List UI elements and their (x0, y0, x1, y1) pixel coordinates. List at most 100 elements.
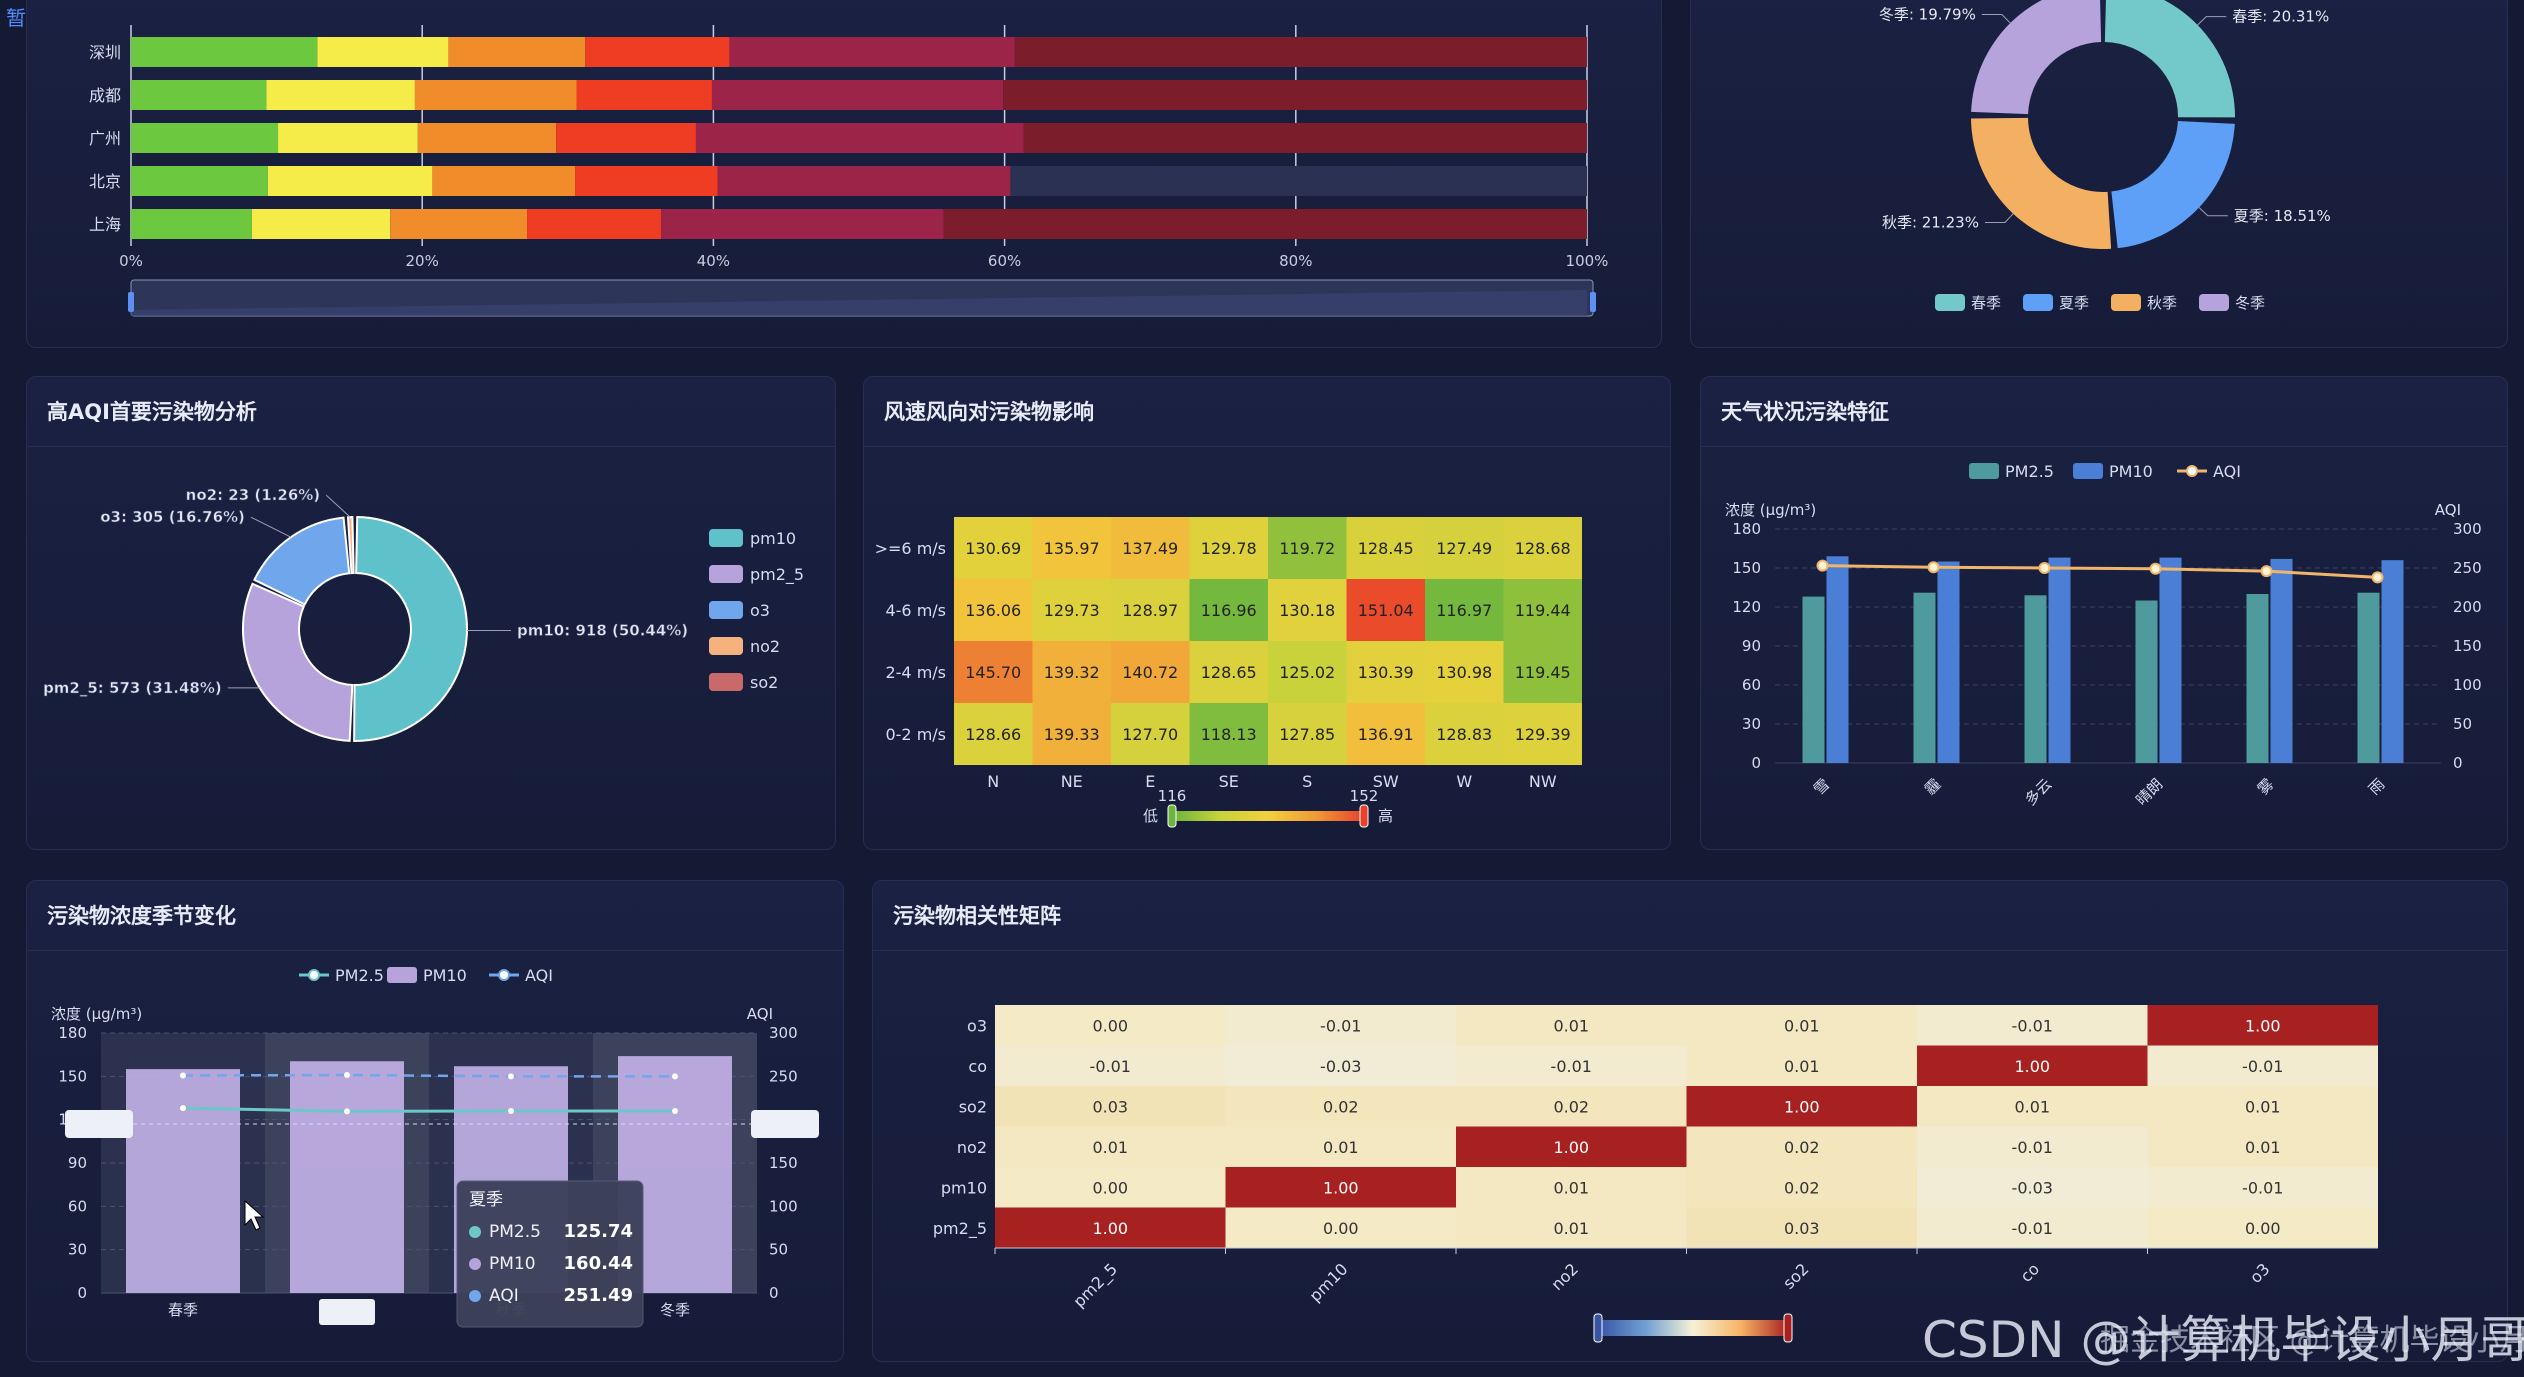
aqi-point (2260, 565, 2273, 578)
cell-label: 0.00 (1092, 1016, 1128, 1035)
x-tick-label: 60% (988, 252, 1021, 270)
heatmap-cell (1456, 1086, 1687, 1127)
crosshair-left-label[interactable] (65, 1110, 133, 1138)
y-tick-label-right: 0 (2453, 754, 2463, 772)
cell-label: 0.01 (2245, 1097, 2281, 1116)
y-tick-label: 60 (1742, 676, 1761, 694)
legend-swatch[interactable] (709, 601, 743, 619)
cell-label: 140.72 (1122, 663, 1178, 682)
legend-label[interactable]: so2 (750, 673, 778, 692)
legend-label[interactable]: 春季 (1971, 294, 2001, 312)
legend-marker[interactable] (2186, 465, 2198, 477)
y-tick-label-right: 300 (2453, 520, 2482, 538)
y-tick-label: 0 (77, 1284, 87, 1302)
cell-label: 0.02 (1784, 1178, 1820, 1197)
legend-label[interactable]: PM2.5 (2005, 462, 2054, 481)
panel-title: 风速风向对污染物影响 (864, 377, 1670, 447)
cell-label: 0.01 (2245, 1138, 2281, 1157)
season-share-chart: 春季: 20.31% 夏季: 18.51% 秋季: 21.23% 冬季: 19.79%… (1879, 0, 2331, 312)
legend-swatch[interactable] (709, 565, 743, 583)
visual-map-handle-low[interactable] (1593, 1313, 1603, 1343)
legend-swatch[interactable] (709, 529, 743, 547)
y-tick-label: 北京 (89, 172, 121, 191)
legend-label[interactable]: 秋季 (2147, 294, 2177, 312)
bar-segment (131, 37, 318, 67)
juejin-watermark: 掘金技术社区 @计算机毕设小月哥 (2100, 1323, 2524, 1358)
cell-label: -0.01 (1320, 1016, 1361, 1035)
legend-swatch[interactable] (387, 967, 417, 983)
legend-label[interactable]: no2 (750, 637, 780, 656)
legend-swatch[interactable] (1969, 463, 1999, 479)
heatmap-cell (2147, 1005, 2378, 1046)
x-tick-label: pm10 (1306, 1259, 1352, 1305)
x-tick-label: 0% (119, 252, 143, 270)
x-tick-label: co (2016, 1259, 2043, 1286)
cell-label: 128.68 (1515, 539, 1571, 558)
cell-label: 130.69 (965, 539, 1021, 558)
tooltip-title: 夏季 (469, 1190, 503, 1210)
heatmap-cell (954, 641, 1033, 703)
legend-label[interactable]: pm10 (750, 529, 796, 548)
visual-map-handle-high[interactable] (1783, 1313, 1793, 1343)
crosshair-right-label[interactable] (751, 1110, 819, 1138)
legend-label[interactable]: o3 (750, 601, 770, 620)
bar-pm25 (1913, 592, 1936, 763)
label-line (1984, 213, 2014, 223)
bar-pm25 (2246, 594, 2269, 763)
legend-marker[interactable] (498, 969, 510, 981)
bar-segment (278, 123, 418, 153)
heatmap-cell (1111, 517, 1190, 579)
visual-map-handle-high[interactable] (1359, 804, 1369, 828)
heatmap-cell (1225, 1045, 1456, 1086)
pie-slice (242, 582, 354, 742)
bar-empty (1010, 166, 1587, 196)
legend-label[interactable]: 夏季 (2059, 294, 2089, 312)
y-tick-label-right: 50 (769, 1241, 788, 1259)
legend-label[interactable]: pm2_5 (750, 565, 804, 585)
cell-label: 130.39 (1358, 663, 1414, 682)
crosshair-x-label[interactable] (319, 1299, 375, 1325)
legend-label[interactable]: PM10 (2109, 462, 2153, 481)
bar-segment (556, 123, 696, 153)
label-line (2197, 16, 2227, 26)
x-tick-label: 雨 (2365, 775, 2388, 798)
y-tick-label: 180 (58, 1024, 87, 1042)
tooltip-marker (469, 1258, 481, 1270)
legend-label[interactable]: AQI (525, 966, 553, 985)
x-tick-label: NW (1529, 772, 1557, 791)
datazoom-right-handle[interactable] (1590, 292, 1596, 312)
slice-label: pm2_5: 573 (31.48%) (43, 679, 222, 697)
cell-label: 136.06 (965, 601, 1021, 620)
legend-swatch[interactable] (2023, 294, 2053, 311)
cell-label: 125.02 (1279, 663, 1335, 682)
bar-pm25 (1802, 596, 1825, 763)
legend-marker[interactable] (308, 969, 320, 981)
x-tick-label: S (1302, 772, 1312, 791)
legend-label[interactable]: AQI (2213, 462, 2241, 481)
legend-label[interactable]: 冬季 (2235, 294, 2265, 312)
legend-swatch[interactable] (1935, 294, 1965, 311)
legend-swatch[interactable] (709, 637, 743, 655)
bar-segment (575, 166, 718, 196)
cell-label: 127.49 (1436, 539, 1492, 558)
tooltip-value: 251.49 (564, 1285, 633, 1306)
x-tick-label: 霾 (1921, 775, 1944, 798)
x-tick-label: pm2_5 (1069, 1259, 1121, 1311)
legend-swatch[interactable] (2073, 463, 2103, 479)
legend-label[interactable]: PM10 (423, 966, 467, 985)
visual-map-min: 116 (1158, 787, 1187, 805)
legend-swatch[interactable] (709, 673, 743, 691)
heatmap-cell (1032, 517, 1111, 579)
slice-label: 冬季: 19.79% (1879, 5, 1976, 23)
cell-label: 135.97 (1044, 539, 1100, 558)
legend-swatch[interactable] (2111, 294, 2141, 311)
heatmap-cell (1225, 1207, 1456, 1248)
legend-label[interactable]: PM2.5 (335, 966, 384, 985)
heatmap-cell (1425, 579, 1504, 641)
datazoom-left-handle[interactable] (128, 292, 134, 312)
legend-swatch[interactable] (2199, 294, 2229, 311)
visual-map-bar (1598, 1320, 1788, 1336)
aqi-line (182, 1073, 675, 1078)
visual-map-handle-low[interactable] (1167, 804, 1177, 828)
bar-pm10 (2048, 557, 2071, 763)
